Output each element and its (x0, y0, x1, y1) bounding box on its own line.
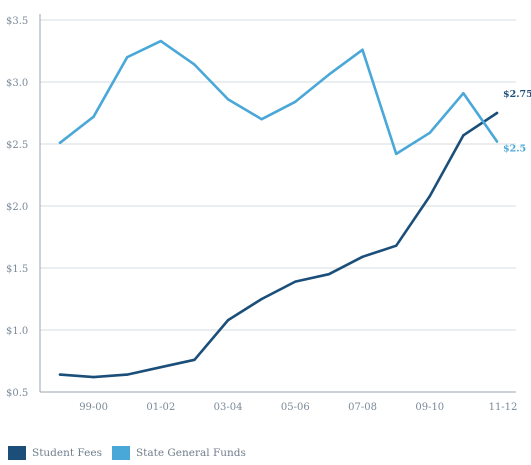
x-tick-label: 03-04 (214, 402, 243, 413)
data-point (260, 118, 263, 121)
data-point (226, 318, 230, 322)
data-point (428, 194, 431, 198)
y-tick-label: $2.0 (6, 202, 28, 213)
data-point (361, 255, 364, 259)
data-point (327, 73, 331, 76)
tick-labels: $0.5 $1.0 $1.5 $2.0 $2.5 $3.0 $3.5 99-00 01-02 03… (6, 16, 531, 413)
x-tick-label: 07-08 (348, 402, 377, 413)
x-tick-label: 01-02 (146, 402, 175, 413)
data-point (361, 48, 364, 51)
data-point (495, 111, 499, 115)
data-point (394, 244, 398, 247)
legend: Student Fees State General Funds (8, 445, 256, 461)
legend-item-student-fees: Student Fees (8, 446, 102, 460)
data-point (294, 100, 297, 104)
legend-label-student-fees: Student Fees (32, 447, 102, 459)
data-point (226, 98, 230, 101)
legend-swatch-state-general-funds (111, 446, 130, 460)
data-point (428, 131, 431, 135)
x-tick-label: 11-12 (489, 402, 518, 413)
data-point (495, 140, 499, 143)
axes (39, 14, 516, 393)
data-point (159, 366, 163, 369)
data-point (126, 56, 129, 59)
data-point (159, 39, 163, 43)
legend-label-state-general-funds: State General Funds (135, 447, 246, 459)
data-point (92, 375, 95, 379)
x-tick-label: 09-10 (415, 402, 444, 413)
series-end-label: $2.5 (503, 144, 526, 155)
data-point (462, 91, 465, 95)
data-point (260, 297, 263, 301)
series-end-label: $2.75 (503, 89, 531, 100)
data-point (327, 273, 331, 276)
y-tick-label: $1.0 (6, 326, 28, 337)
data-point (394, 152, 398, 156)
y-tick-label: $3.0 (6, 78, 28, 89)
data-point (193, 63, 196, 66)
data-point (92, 115, 95, 118)
data-point (294, 280, 297, 283)
data-point (126, 373, 129, 376)
series-layer (58, 39, 499, 379)
line-chart: $0.5 $1.0 $1.5 $2.0 $2.5 $3.0 $3.5 99-00 01-02 03… (6, 14, 531, 413)
series-line-state-general-funds (58, 39, 499, 156)
grid-lines (40, 19, 516, 331)
data-point (462, 134, 465, 137)
series-line-student-fees (58, 111, 499, 379)
y-tick-label: $3.5 (6, 16, 28, 27)
legend-item-state-general-funds: State General Funds (111, 446, 246, 460)
x-tick-label: 05-06 (281, 402, 310, 413)
y-tick-label: $1.5 (6, 264, 28, 275)
x-tick-label: 99-00 (79, 402, 108, 413)
y-tick-label: $2.5 (6, 140, 28, 151)
data-point (58, 141, 62, 144)
data-point (193, 358, 196, 361)
y-tick-label: $0.5 (6, 388, 28, 399)
data-point (58, 373, 62, 376)
legend-swatch-student-fees (8, 446, 26, 460)
